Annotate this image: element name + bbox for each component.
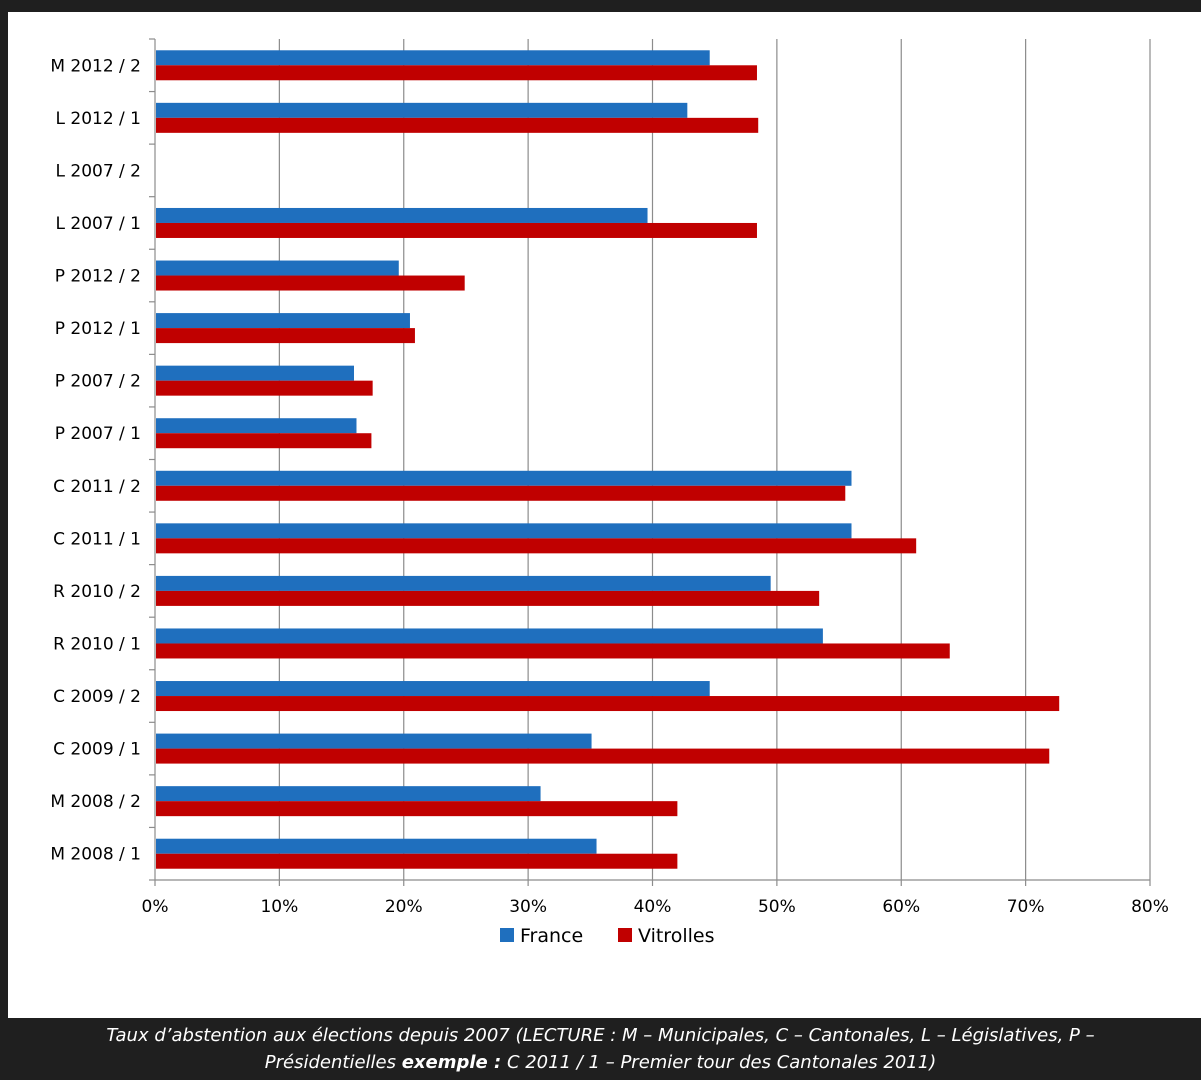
grid-lines bbox=[278, 39, 1151, 880]
bar-france bbox=[156, 786, 541, 802]
caption-example-label: exemple : bbox=[401, 1052, 502, 1073]
bar-vitrolles bbox=[156, 117, 759, 133]
legend: France Vitrolles bbox=[500, 925, 714, 947]
y-tick-label: L 2007 / 2 bbox=[56, 161, 142, 181]
x-tick-label: 20% bbox=[385, 897, 423, 917]
x-tick-labels: 0% 10% 20% 30% 40% 50% 60% 70% 80% bbox=[142, 897, 1169, 917]
bar-vitrolles bbox=[156, 222, 757, 238]
bar-vitrolles bbox=[156, 643, 950, 659]
bar-france bbox=[156, 575, 771, 591]
bar-france bbox=[156, 102, 688, 118]
x-tick-label: 40% bbox=[634, 897, 672, 917]
y-tick-label: M 2012 / 2 bbox=[50, 56, 141, 76]
bar-france bbox=[156, 681, 710, 697]
bar-vitrolles bbox=[156, 65, 757, 81]
y-tick-label: M 2008 / 1 bbox=[50, 845, 141, 865]
bar-france bbox=[156, 260, 399, 276]
x-tick-label: 70% bbox=[1007, 897, 1045, 917]
bar-vitrolles bbox=[156, 853, 678, 869]
caption-line-2: Présidentielles exemple : C 2011 / 1 – P… bbox=[265, 1049, 936, 1076]
bar-france bbox=[156, 418, 357, 434]
y-tick-label: P 2007 / 1 bbox=[55, 424, 141, 444]
axes bbox=[149, 38, 1151, 886]
y-tick-label: P 2012 / 2 bbox=[55, 267, 141, 287]
legend-label: France bbox=[520, 925, 583, 947]
bar-vitrolles bbox=[156, 538, 917, 554]
y-tick-label: R 2010 / 1 bbox=[53, 634, 141, 654]
y-tick-labels: M 2012 / 2 L 2012 / 1 L 2007 / 2 L 2007 / 1… bbox=[50, 56, 141, 864]
bar-france bbox=[156, 313, 410, 329]
y-tick-label: P 2012 / 1 bbox=[55, 319, 141, 339]
y-tick-label: C 2009 / 2 bbox=[53, 687, 141, 707]
bar-france bbox=[156, 733, 592, 749]
caption-line-1: Taux d’abstention aux élections depuis 2… bbox=[106, 1025, 1095, 1046]
bar-france bbox=[156, 470, 852, 486]
y-tick-label: L 2007 / 1 bbox=[56, 214, 142, 234]
bar-vitrolles bbox=[156, 328, 415, 344]
caption-line-2-start: Présidentielles bbox=[264, 1052, 402, 1073]
bar-vitrolles bbox=[156, 590, 820, 606]
x-tick-label: 60% bbox=[882, 897, 920, 917]
bar-vitrolles bbox=[156, 380, 373, 396]
legend-swatch bbox=[500, 928, 514, 942]
bar-france bbox=[156, 50, 710, 66]
y-tick-label: R 2010 / 2 bbox=[53, 582, 141, 602]
legend-swatch bbox=[618, 928, 632, 942]
bar-france bbox=[156, 628, 823, 644]
bar-vitrolles bbox=[156, 696, 1060, 712]
bar-vitrolles bbox=[156, 433, 372, 449]
bar-france bbox=[156, 365, 354, 381]
bar-vitrolles bbox=[156, 801, 678, 817]
y-tick-label: M 2008 / 2 bbox=[50, 792, 141, 812]
bar-chart: M 2012 / 2 L 2012 / 1 L 2007 / 2 L 2007 / 1… bbox=[50, 38, 1169, 947]
bar-vitrolles bbox=[156, 748, 1050, 764]
x-tick-label: 0% bbox=[142, 897, 169, 917]
x-tick-label: 80% bbox=[1131, 897, 1169, 917]
bar-france bbox=[156, 838, 597, 854]
figure-caption: Taux d’abstention aux élections depuis 2… bbox=[0, 1018, 1201, 1080]
y-tick-label: L 2012 / 1 bbox=[56, 109, 142, 129]
caption-line-2-end: C 2011 / 1 – Premier tour des Cantonales… bbox=[501, 1052, 937, 1073]
bar-vitrolles bbox=[156, 275, 465, 291]
chart-panel: M 2012 / 2 L 2012 / 1 L 2007 / 2 L 2007 / 1… bbox=[8, 12, 1201, 1018]
x-tick-label: 30% bbox=[509, 897, 547, 917]
y-tick-label: P 2007 / 2 bbox=[55, 372, 141, 392]
bars bbox=[156, 50, 1060, 869]
x-tick-label: 10% bbox=[260, 897, 298, 917]
bar-france bbox=[156, 207, 648, 223]
bar-vitrolles bbox=[156, 485, 846, 501]
y-tick-label: C 2011 / 1 bbox=[53, 529, 141, 549]
x-tick-label: 50% bbox=[758, 897, 796, 917]
legend-label: Vitrolles bbox=[638, 925, 714, 947]
y-tick-label: C 2009 / 1 bbox=[53, 740, 141, 760]
y-tick-label: C 2011 / 2 bbox=[53, 477, 141, 497]
bar-france bbox=[156, 523, 852, 539]
